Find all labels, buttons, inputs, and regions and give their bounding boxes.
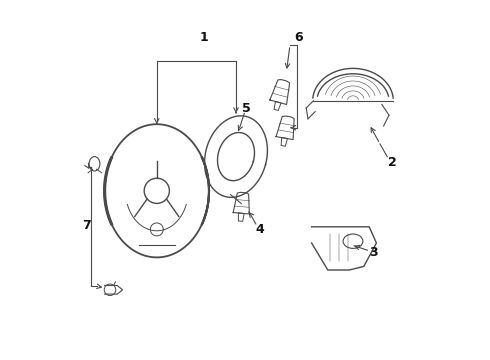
Text: 1: 1 <box>199 31 208 44</box>
Text: 3: 3 <box>369 246 377 259</box>
Text: 4: 4 <box>255 223 264 236</box>
Text: 7: 7 <box>82 219 91 231</box>
Text: 2: 2 <box>388 156 397 169</box>
Text: 5: 5 <box>242 102 251 115</box>
Text: 6: 6 <box>294 31 303 44</box>
